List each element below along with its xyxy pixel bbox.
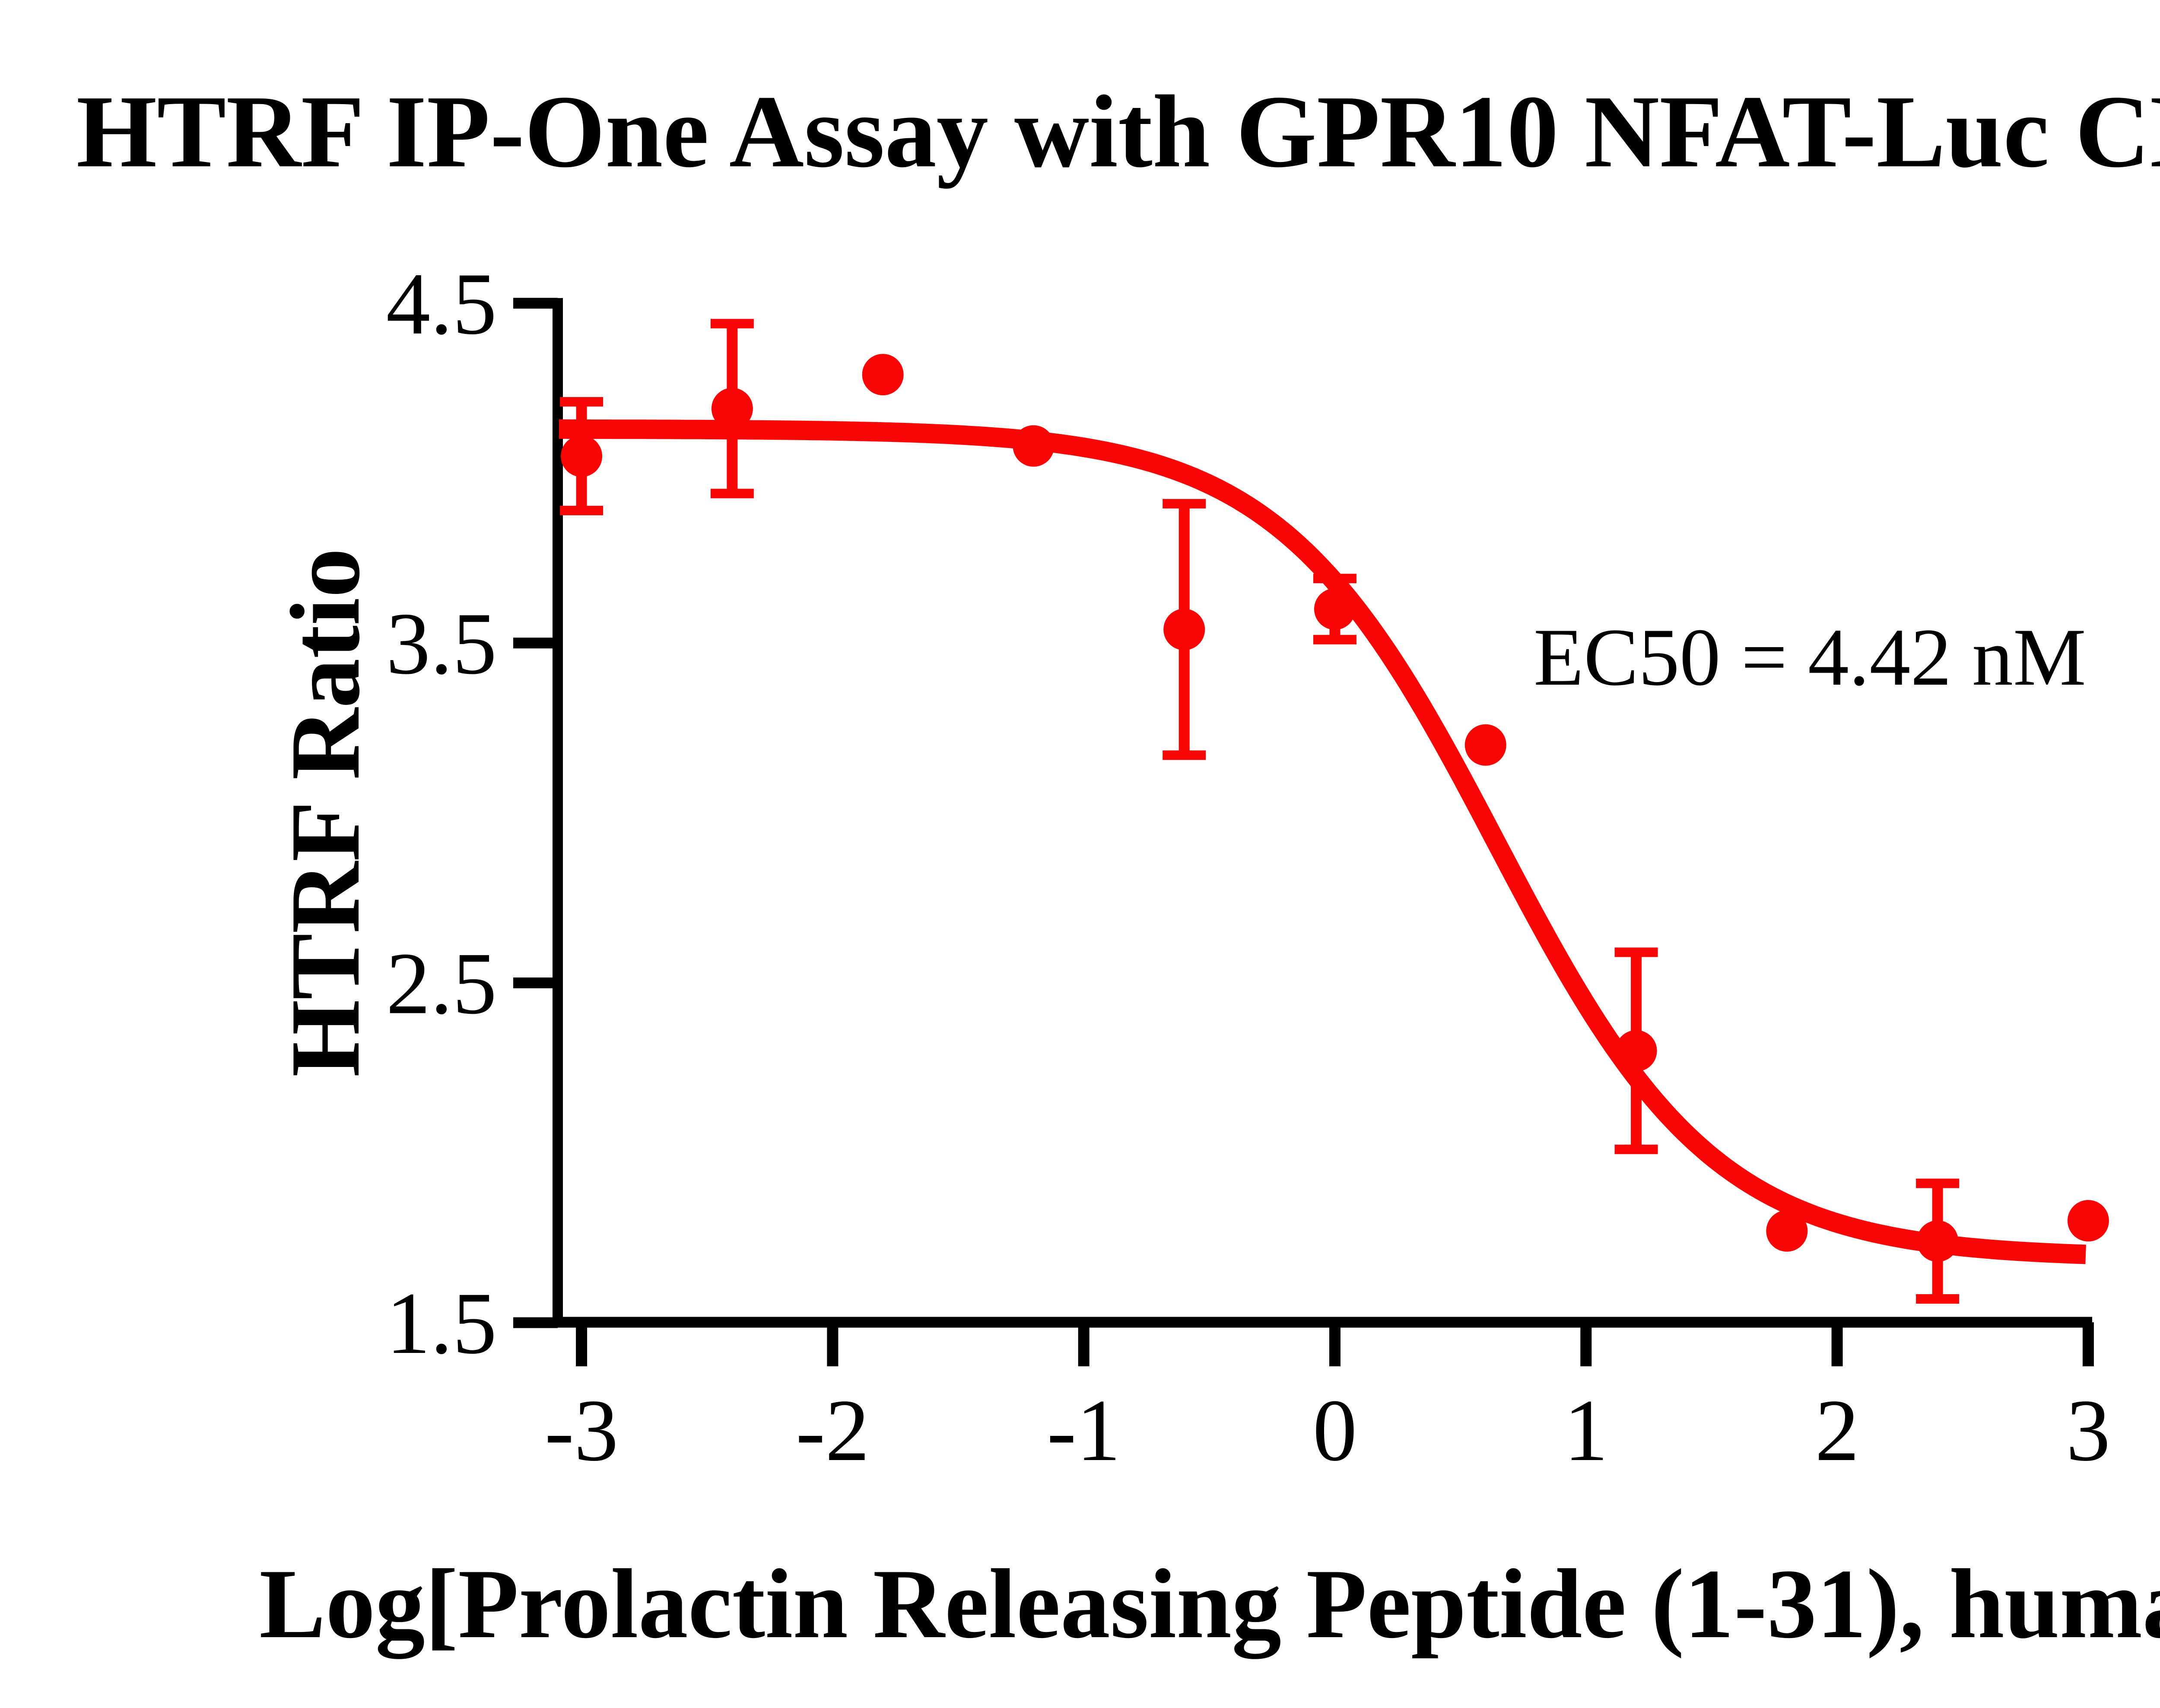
x-tick-label: -2 [796,1381,870,1479]
x-tick-label: -1 [1047,1381,1121,1479]
y-axis-ticks: 4.5 3.5 2.5 1.5 [386,255,558,1372]
data-point [1917,1220,1959,1262]
fit-curve [559,419,2086,1264]
x-axis-label: Log[Prolactin Releasing Peptide (1-31), … [259,1549,2160,1659]
data-point [1163,609,1205,651]
x-tick-label: -3 [545,1381,619,1479]
ec50-annotation: EC50 = 4.42 nM [1534,612,2086,703]
fit-curve-layer [559,419,2086,1264]
y-tick-label: 1.5 [386,1274,497,1372]
data-point [1314,588,1356,630]
data-point [1013,425,1055,467]
data-point [1615,1030,1657,1072]
chart-title: HTRF IP-One Assay with GPR10 NFAT-Luc CH… [76,74,2160,189]
data-point [1464,724,1506,766]
y-tick-label: 4.5 [386,255,497,353]
data-point-layer [561,354,2109,1262]
y-axis-label: HTRF Ratio [270,548,380,1077]
error-bar-layer [560,319,1960,1304]
y-tick-label: 3.5 [386,595,497,693]
data-point [1766,1210,1808,1252]
x-tick-label: 3 [2066,1381,2111,1479]
x-axis-ticks: -3 -2 -1 0 1 2 3 [545,1322,2110,1479]
data-point [561,435,603,477]
x-tick-label: 2 [1815,1381,1859,1479]
data-point [711,387,753,429]
data-point [862,354,904,396]
data-point [2067,1200,2109,1242]
x-tick-label: 1 [1564,1381,1608,1479]
x-tick-label: 0 [1313,1381,1357,1479]
y-tick-label: 2.5 [386,934,497,1032]
